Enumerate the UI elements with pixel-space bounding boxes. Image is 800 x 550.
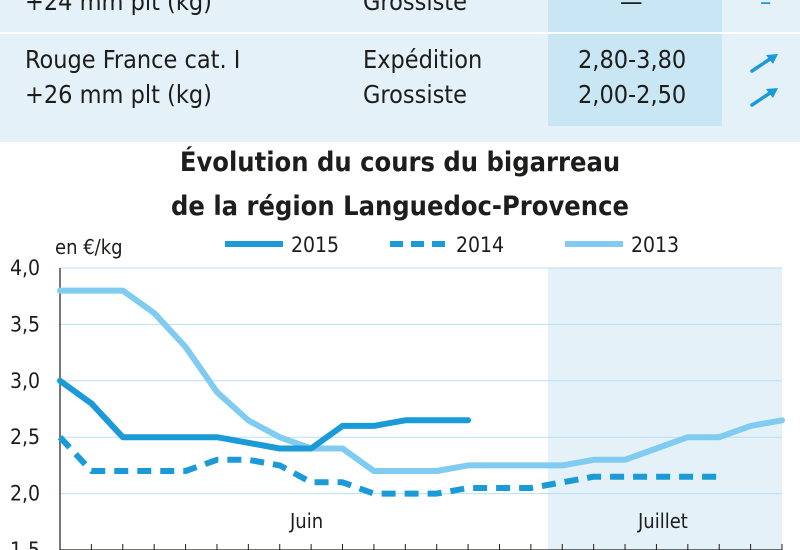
x-label-juillet: Juillet [637, 509, 688, 533]
table-cell-price: 2,80-3,80 [578, 45, 687, 74]
legend-label: 2014 [456, 233, 504, 257]
chart-title-line-2: de la région Languedoc-Provence [171, 191, 629, 222]
trend-up-arrow-icon [750, 54, 778, 73]
trend-flat-icon: – [760, 0, 772, 16]
table-cell-stage: Grossiste [363, 0, 467, 16]
y-tick-label: 2,5 [10, 425, 40, 449]
y-tick-labels: 4,0 3,5 3,0 2,5 2,0 1,5 [10, 256, 40, 550]
series-line-2015 [57, 377, 472, 452]
legend: 2015 2014 2013 [225, 233, 679, 257]
y-axis-label: en €/kg [55, 235, 123, 259]
july-shading [548, 268, 782, 550]
y-tick-label: 3,0 [10, 369, 40, 393]
y-tick-label: 2,0 [10, 482, 40, 506]
table-cell-product: +26 mm plt (kg) [25, 80, 212, 109]
table-cell-price: 2,00-2,50 [578, 80, 687, 109]
x-ticks [59, 544, 783, 550]
series-line-2013 [57, 287, 785, 474]
series-lines [57, 287, 785, 497]
table-divider [0, 32, 800, 34]
trend-up-arrow-icon [750, 88, 778, 107]
table-cell-product: Rouge France cat. I [25, 45, 241, 74]
legend-label: 2013 [631, 233, 679, 257]
y-tick-label: 1,5 [10, 538, 40, 550]
x-label-juin: Juin [289, 509, 323, 533]
price-column-highlight [548, 0, 722, 126]
price-table: +24 mm plt (kg) Grossiste — – Rouge Fran… [0, 0, 800, 142]
table-cell-price: — [620, 0, 643, 16]
legend-label: 2015 [291, 233, 339, 257]
chart-title-line-1: Évolution du cours du bigarreau [179, 147, 621, 178]
series-line-2014 [57, 435, 720, 497]
y-tick-label: 4,0 [10, 256, 40, 280]
table-cell-stage: Grossiste [363, 80, 467, 109]
table-cell-product: +24 mm plt (kg) [25, 0, 212, 16]
y-tick-label: 3,5 [10, 312, 40, 336]
table-cell-stage: Expédition [363, 45, 483, 74]
